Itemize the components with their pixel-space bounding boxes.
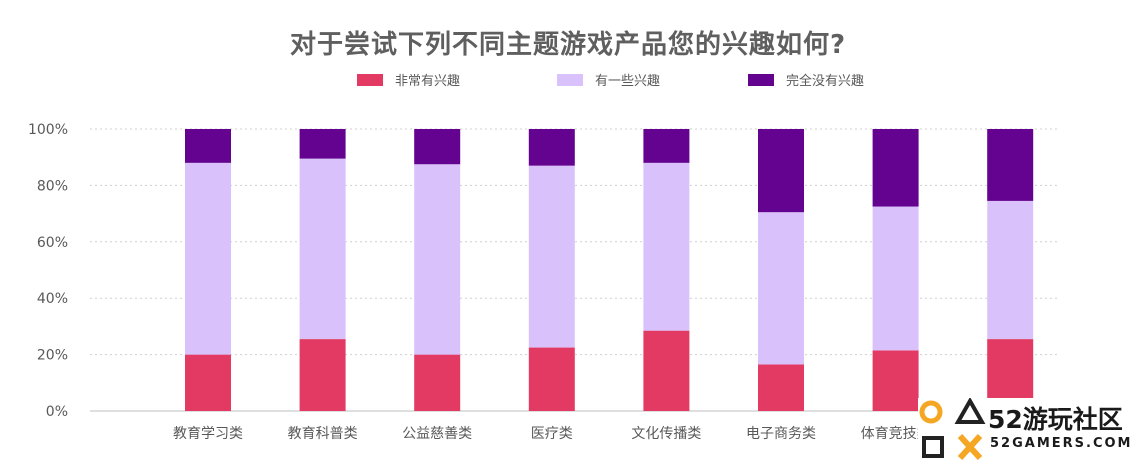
x-tick-label: 教育学习类 [173,426,243,442]
bar-segment [185,129,231,163]
bar-segment [414,164,461,355]
x-tick-label: 文化传播类 [631,426,701,442]
bar-segment [872,350,919,411]
logo-cross-shape-2 [957,433,983,461]
bar-segment [987,200,1034,340]
legend-item-not-interested: 完全没有兴趣 [748,70,864,89]
bar-segment [643,162,690,331]
bar-segment [528,347,575,411]
x-tick-label: 教育科普类 [288,426,358,442]
bar-segment [758,364,804,411]
logo-square-shape [922,436,944,458]
bar-segment [643,330,690,411]
x-tick-label: 公益慈善类 [402,426,472,442]
logo-circle-shape [919,400,943,424]
bar-segment [414,129,461,165]
legend-swatch-not-interested [748,73,774,86]
watermark-logo-icon [919,398,986,461]
bar-segment [528,165,575,348]
logo-triangle-shape [954,398,986,424]
watermark-site: 52GAMERS.COM [990,436,1133,451]
bar-segment [872,206,919,351]
bar-segment [872,129,919,207]
bar-segment [185,354,231,411]
bar-segment [414,354,461,411]
bar-segment [987,129,1034,201]
watermark-brand: 52游玩社区 [988,400,1123,436]
x-tick-label: 体育竞技类 [861,425,931,442]
watermark: 52游玩社区 52GAMERS.COM [918,398,1136,465]
y-tick-label: 80% [37,178,68,194]
y-tick-label: 60% [37,235,68,251]
y-tick-label: 0% [46,404,68,420]
x-tick-label: 电子商务类 [746,426,816,442]
bar-segment [758,212,804,365]
bar-segment [299,339,346,411]
y-tick-label: 20% [37,348,68,364]
legend-label-somewhat-interested: 有一些兴趣 [595,74,661,89]
bar-segment [185,162,231,355]
bar-segment [299,129,346,159]
legend: 非常有兴趣 有一些兴趣 完全没有兴趣 [0,70,1136,90]
legend-item-somewhat-interested: 有一些兴趣 [557,70,660,89]
legend-item-very-interested: 非常有兴趣 [357,70,460,89]
legend-label-very-interested: 非常有兴趣 [395,74,461,89]
watermark-name: 游玩社区 [1022,405,1123,434]
watermark-number: 52 [988,405,1023,434]
y-tick-label: 100% [28,122,68,138]
x-tick-label: 医疗类 [531,426,573,442]
bar-segment [528,129,575,166]
bar-segment [758,129,804,213]
chart-title: 对于尝试下列不同主题游戏产品您的兴趣如何? [289,30,847,60]
legend-label-not-interested: 完全没有兴趣 [786,74,865,89]
legend-swatch-very-interested [357,73,383,86]
y-tick-label: 40% [37,291,68,307]
bar-segment [299,158,346,340]
legend-swatch-somewhat-interested [557,73,583,86]
bar-segment [643,129,690,163]
